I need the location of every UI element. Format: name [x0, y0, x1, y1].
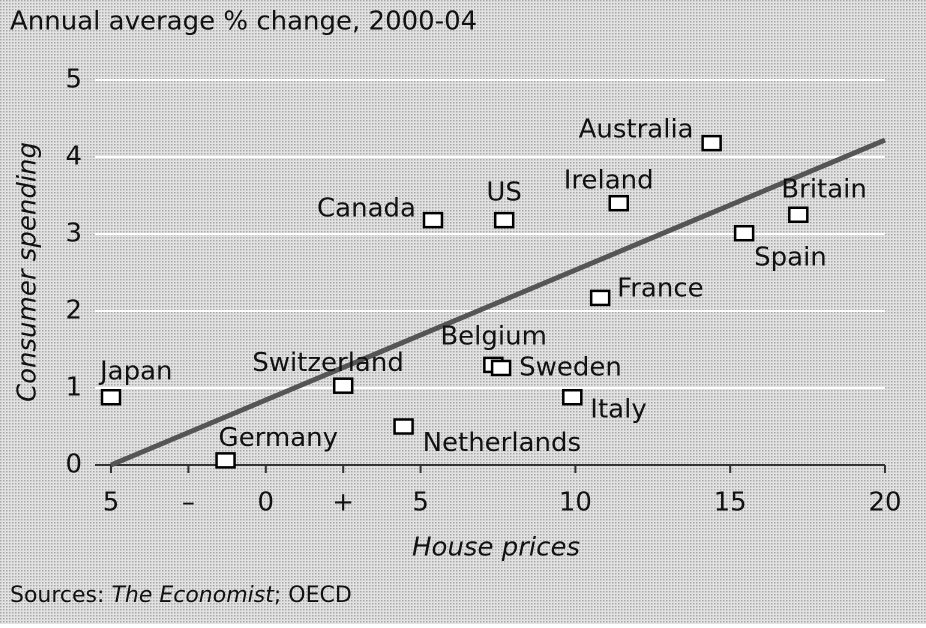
point [608, 194, 629, 212]
point-label: Australia [579, 115, 694, 145]
point-label: Canada [317, 194, 416, 224]
point [562, 388, 583, 406]
y-tick-label: 4 [65, 142, 82, 172]
point [733, 224, 755, 242]
point [422, 211, 444, 229]
chart-title: Annual average % change, 2000-04 [10, 7, 477, 37]
point-label: Ireland [564, 166, 654, 196]
point-label: Britain [781, 174, 867, 204]
x-tick-label: + [332, 488, 354, 518]
point [589, 289, 611, 307]
point-label: Netherlands [423, 428, 582, 458]
y-axis-label: Consumer spending [13, 142, 43, 402]
x-tick-label: 5 [103, 488, 120, 518]
point [332, 377, 354, 394]
point-label: Italy [590, 395, 646, 425]
point-label: Germany [219, 423, 339, 453]
source-prefix: Sources: [10, 583, 104, 608]
x-tick-label: 20 [868, 488, 901, 518]
source-publication: The Economist [111, 583, 275, 608]
x-tick-label: – [182, 488, 195, 518]
point [393, 418, 414, 435]
point-label: France [617, 273, 703, 303]
y-tick-label: 2 [65, 296, 82, 326]
point-label: Japan [98, 357, 173, 387]
point-label: Switzerland [252, 348, 404, 378]
point [215, 452, 236, 469]
x-tick-label: 5 [412, 488, 429, 518]
point-label: Spain [754, 243, 827, 273]
y-tick-label: 1 [65, 373, 82, 403]
y-tick-label: 3 [65, 219, 82, 249]
point [100, 388, 122, 406]
source: Sources: The Economist; OECD [10, 583, 352, 608]
x-tick-label: 10 [559, 488, 592, 518]
source-suffix: ; OECD [274, 583, 352, 608]
point [701, 134, 722, 152]
trend-line [110, 137, 886, 468]
x-tick-label: 15 [714, 488, 747, 518]
point-label: US [486, 178, 522, 208]
point [490, 359, 512, 377]
x-axis-label: House prices [412, 533, 580, 563]
point-label: Sweden [519, 352, 622, 382]
y-tick-label: 0 [65, 450, 82, 480]
x-tick-label: 0 [258, 488, 275, 518]
y-tick-label: 5 [65, 65, 82, 95]
point [493, 211, 515, 229]
point-label: Belgium [440, 321, 547, 351]
point [788, 206, 809, 223]
